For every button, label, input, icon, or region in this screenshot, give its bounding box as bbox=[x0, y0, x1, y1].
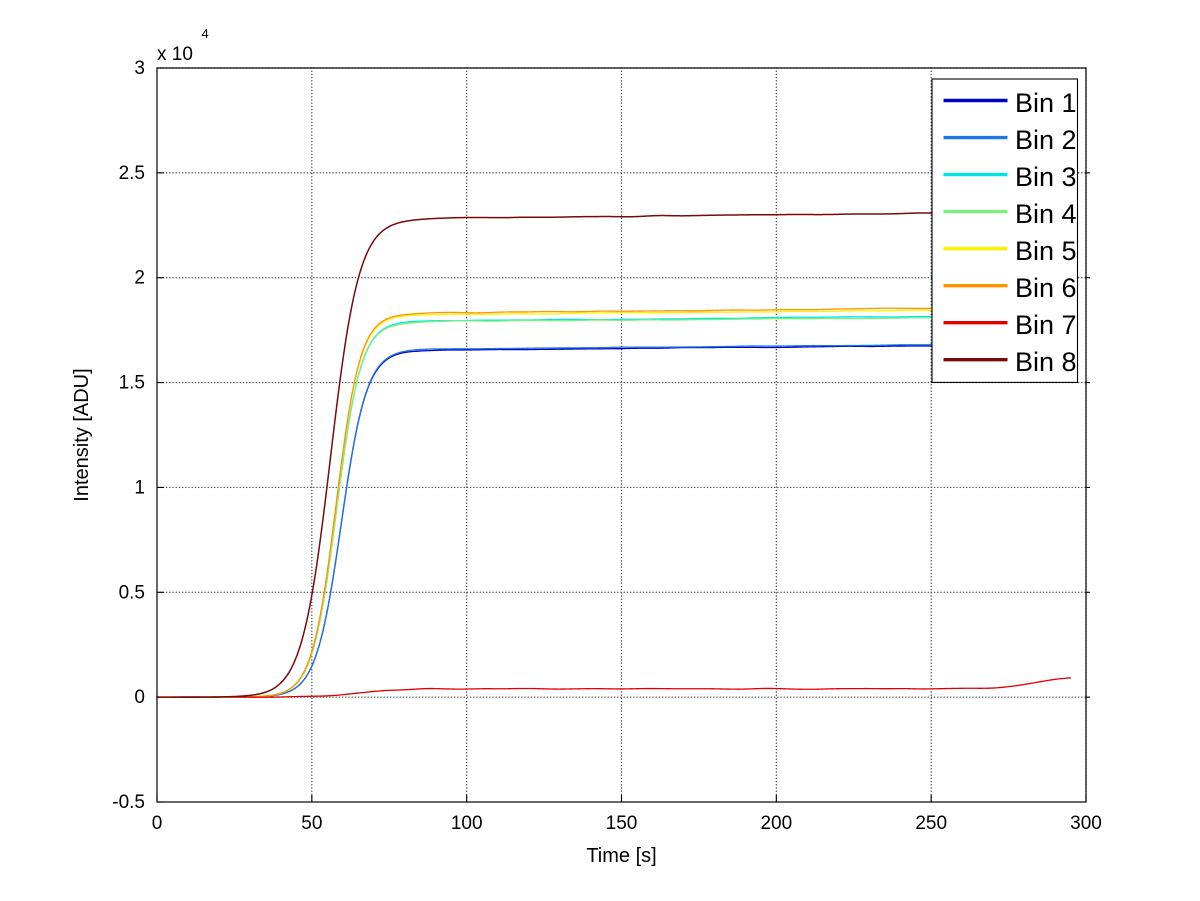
svg-text:Bin 1: Bin 1 bbox=[1015, 88, 1077, 118]
svg-text:0: 0 bbox=[152, 813, 163, 834]
svg-text:3: 3 bbox=[134, 58, 145, 79]
svg-text:2.5: 2.5 bbox=[119, 163, 145, 184]
svg-text:Intensity [ADU]: Intensity [ADU] bbox=[71, 368, 93, 501]
svg-text:1: 1 bbox=[134, 477, 145, 498]
svg-text:Bin 7: Bin 7 bbox=[1015, 310, 1077, 340]
svg-text:Bin 5: Bin 5 bbox=[1015, 236, 1077, 266]
svg-text:0.5: 0.5 bbox=[119, 582, 145, 603]
svg-text:150: 150 bbox=[606, 813, 638, 834]
svg-text:Bin 2: Bin 2 bbox=[1015, 125, 1077, 155]
svg-text:x 10: x 10 bbox=[157, 44, 193, 65]
svg-text:2: 2 bbox=[134, 268, 145, 289]
svg-text:Time [s]: Time [s] bbox=[586, 845, 656, 867]
svg-text:1.5: 1.5 bbox=[119, 373, 145, 394]
svg-text:200: 200 bbox=[760, 813, 792, 834]
svg-text:250: 250 bbox=[915, 813, 947, 834]
svg-text:Bin 3: Bin 3 bbox=[1015, 162, 1077, 192]
svg-text:Bin 6: Bin 6 bbox=[1015, 273, 1077, 303]
svg-text:Bin 4: Bin 4 bbox=[1015, 199, 1077, 229]
svg-text:0: 0 bbox=[134, 687, 145, 708]
svg-text:-0.5: -0.5 bbox=[112, 792, 145, 813]
svg-text:100: 100 bbox=[451, 813, 483, 834]
svg-text:Bin 8: Bin 8 bbox=[1015, 347, 1077, 377]
svg-text:4: 4 bbox=[202, 26, 209, 41]
svg-text:50: 50 bbox=[301, 813, 322, 834]
svg-text:300: 300 bbox=[1070, 813, 1102, 834]
